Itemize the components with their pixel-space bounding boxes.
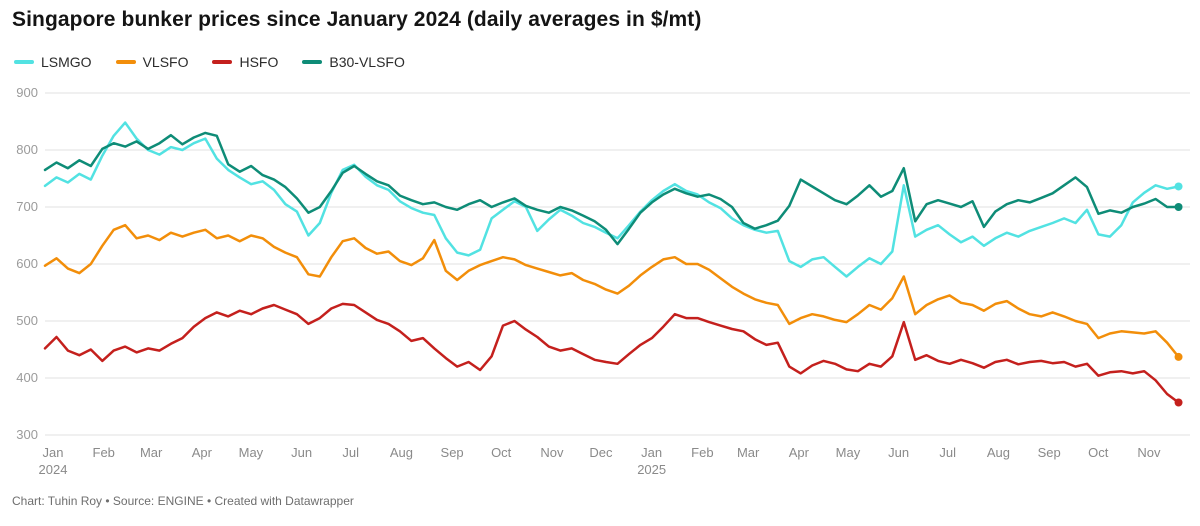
x-axis-label-jun: Jun — [291, 445, 312, 460]
legend-item-lsmgo: LSMGO — [14, 54, 92, 70]
x-axis-label-sep: Sep — [441, 445, 464, 460]
series-line-b30-vlsfo — [43, 131, 1180, 246]
y-axis-label-300: 300 — [16, 427, 38, 442]
x-axis-label-apr: Apr — [192, 445, 213, 460]
x-axis-label-sep: Sep — [1038, 445, 1061, 460]
legend-label: LSMGO — [41, 54, 92, 70]
series-line-hsfo — [43, 302, 1180, 404]
x-axis-label-aug: Aug — [987, 445, 1010, 460]
x-axis-label-mar: Mar — [737, 445, 760, 460]
series-line-vlsfo — [43, 223, 1180, 359]
legend-swatch-lsmgo — [14, 60, 34, 64]
x-axis-label-may: May — [239, 445, 264, 460]
legend-swatch-vlsfo — [115, 60, 136, 64]
chart-credit: Chart: Tuhin Roy • Source: ENGINE • Crea… — [12, 494, 354, 508]
x-axis-label-aug: Aug — [390, 445, 413, 460]
series-endpoint-hsfo — [1174, 398, 1183, 407]
x-axis-label-nov: Nov — [1137, 445, 1161, 460]
series-endpoint-lsmgo — [1174, 182, 1183, 191]
x-axis-label-feb: Feb — [691, 445, 713, 460]
series-line-lsmgo — [43, 121, 1180, 278]
series-endpoint-vlsfo — [1174, 352, 1183, 361]
chart-title: Singapore bunker prices since January 20… — [12, 8, 702, 31]
legend-item-hsfo: HSFO — [212, 54, 278, 70]
x-axis-year-label-2024: 2024 — [39, 462, 68, 477]
x-axis-label-dec: Dec — [589, 445, 613, 460]
legend: LSMGO VLSFO HSFO B30-VLSFO — [14, 54, 405, 70]
x-axis-label-oct: Oct — [491, 445, 512, 460]
y-axis-label-700: 700 — [16, 199, 38, 214]
x-axis-label-nov: Nov — [540, 445, 564, 460]
y-axis-label-500: 500 — [16, 313, 38, 328]
legend-item-vlsfo: VLSFO — [115, 54, 189, 70]
x-axis-label-mar: Mar — [140, 445, 163, 460]
legend-swatch-hsfo — [212, 60, 233, 64]
legend-item-b30-vlsfo: B30-VLSFO — [302, 54, 405, 70]
x-axis-label-jan2024: Jan — [43, 445, 64, 460]
y-axis-label-400: 400 — [16, 370, 38, 385]
x-axis-label-oct: Oct — [1088, 445, 1109, 460]
y-axis-label-800: 800 — [16, 142, 38, 157]
x-axis-label-jun: Jun — [888, 445, 909, 460]
x-axis-label-feb: Feb — [93, 445, 115, 460]
x-axis-label-jul: Jul — [342, 445, 359, 460]
x-axis-label-may: May — [836, 445, 861, 460]
legend-label: HSFO — [239, 54, 279, 70]
x-axis-label-jan2025: Jan — [641, 445, 662, 460]
y-axis-label-900: 900 — [16, 85, 38, 100]
legend-swatch-b30-vlsfo — [302, 60, 323, 64]
legend-label: VLSFO — [142, 54, 189, 70]
x-axis-label-apr: Apr — [789, 445, 810, 460]
series-endpoint-b30-vlsfo — [1174, 203, 1183, 211]
y-axis-label-600: 600 — [16, 256, 38, 271]
x-axis-label-jul: Jul — [939, 445, 956, 460]
legend-label: B30-VLSFO — [329, 54, 405, 70]
x-axis-year-label-2025: 2025 — [637, 462, 666, 477]
